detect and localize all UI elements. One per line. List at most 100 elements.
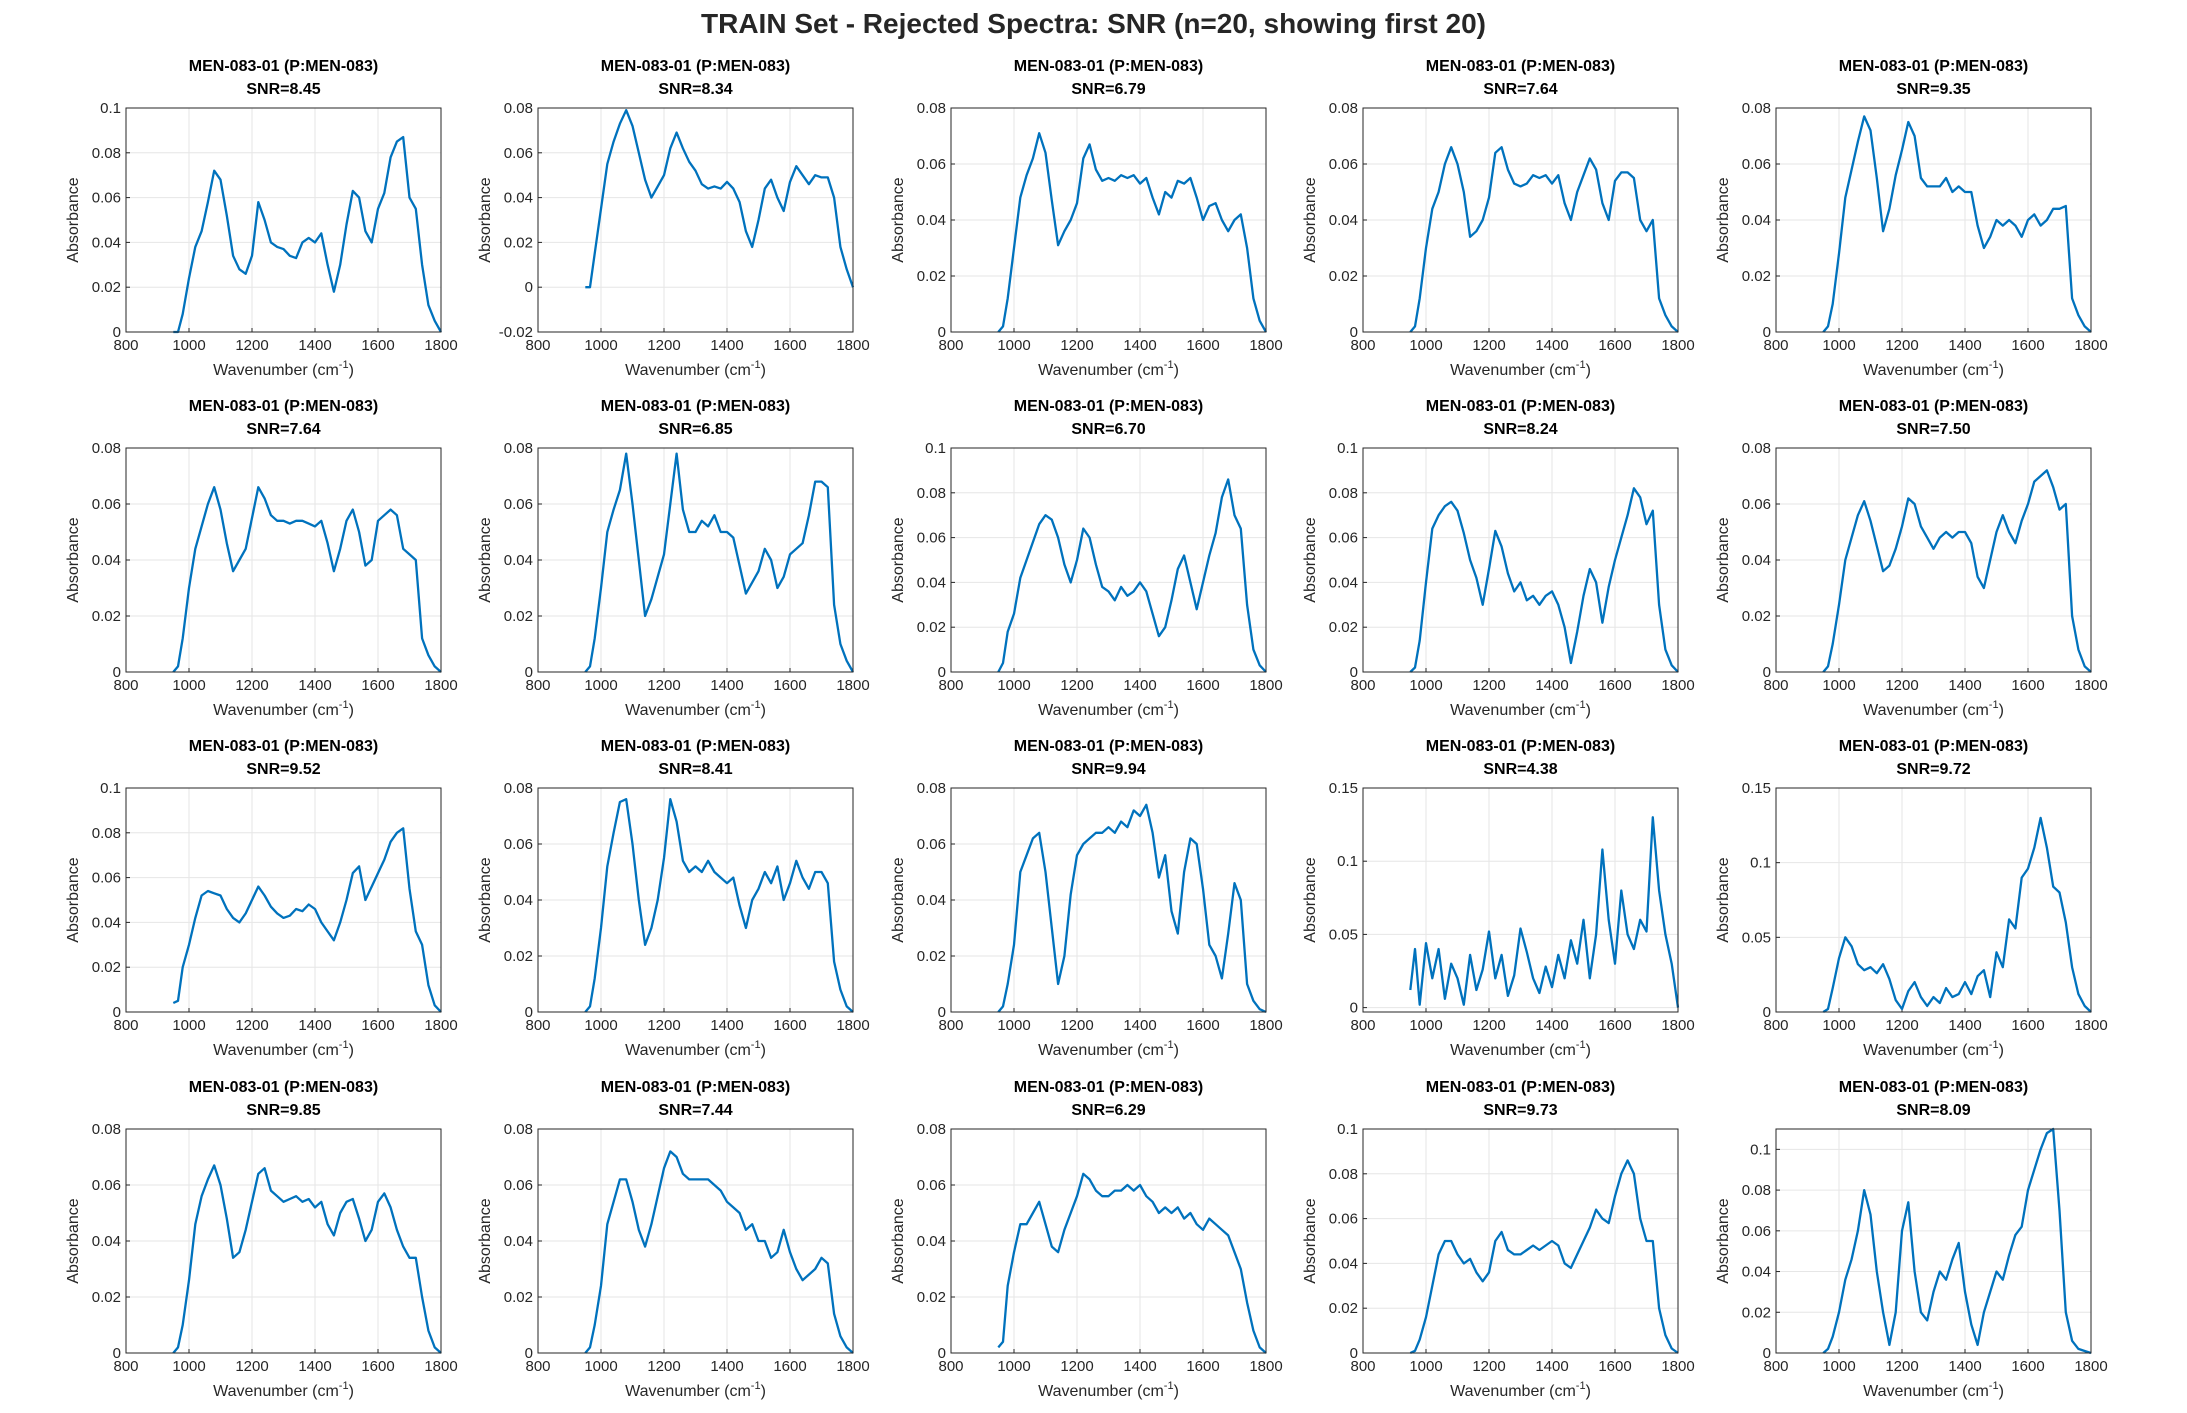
x-axis-label-paren-close: ): [1586, 362, 1591, 379]
y-tick-label: 0: [938, 324, 946, 341]
x-axis-label-paren: (: [1545, 1383, 1555, 1400]
spectrum-line: [584, 452, 855, 673]
x-tick-label: 1800: [424, 1358, 457, 1375]
y-tick-label: 0.06: [1742, 1223, 1771, 1240]
y-tick-label: 0: [525, 1004, 533, 1021]
x-tick-label: 1800: [2074, 1017, 2107, 1034]
y-tick-label: 0.15: [1742, 780, 1771, 797]
x-axis-label-paren-close: ): [1586, 1383, 1591, 1400]
y-tick-label: -0.02: [499, 324, 533, 341]
subplot-title: MEN-083-01 (P:MEN-083) SNR=9.72: [1736, 735, 2131, 781]
subplot-title: MEN-083-01 (P:MEN-083) SNR=8.34: [498, 55, 893, 101]
x-axis-label-paren: (: [720, 702, 730, 719]
subplot-snr-label: SNR=9.35: [1896, 81, 1971, 98]
x-axis-unit: cm: [1967, 702, 1988, 719]
x-tick-label: 1600: [2011, 677, 2044, 694]
subplot-title: MEN-083-01 (P:MEN-083) SNR=8.24: [1323, 395, 1718, 441]
y-tick-label: 0.04: [917, 892, 946, 909]
x-axis-unit: cm: [1554, 1383, 1575, 1400]
y-tick-label: 0.02: [504, 1289, 533, 1306]
x-axis-unit: cm: [1142, 362, 1163, 379]
subplot-title: MEN-083-01 (P:MEN-083) SNR=9.35: [1736, 55, 2131, 101]
x-tick-label: 1400: [710, 337, 743, 354]
y-tick-label: 0: [1350, 1345, 1358, 1362]
subplot-snr-label: SNR=8.45: [246, 81, 321, 98]
x-tick-label: 1800: [2074, 1358, 2107, 1375]
x-axis-unit-exponent: -1: [1989, 1380, 1999, 1392]
x-axis-label: Wavenumber (cm-1): [625, 359, 766, 379]
x-axis-unit-exponent: -1: [751, 699, 761, 711]
x-axis-label: Wavenumber (cm-1): [625, 1380, 766, 1400]
y-tick-label: 0.02: [504, 608, 533, 625]
subplot-snr-label: SNR=6.79: [1071, 81, 1146, 98]
y-tick-label: 0: [113, 664, 121, 681]
x-tick-label: 1800: [1249, 337, 1282, 354]
y-tick-label: 0.04: [504, 552, 533, 569]
x-tick-label: 1200: [1060, 1017, 1093, 1034]
axes-box: [950, 1128, 1267, 1354]
y-tick-label: 0.04: [917, 212, 946, 229]
y-tick-label: 0.04: [92, 914, 121, 931]
x-axis-unit-exponent: -1: [1164, 1039, 1174, 1051]
x-tick-label: 800: [938, 677, 963, 694]
x-tick-label: 1600: [1598, 337, 1631, 354]
x-tick-label: 1800: [1249, 677, 1282, 694]
y-tick-label: 0.1: [925, 440, 946, 457]
spectrum-line: [585, 109, 855, 289]
subplot-16: 800 1000 1200 1400 1600 1800 0 0.02 0.04 0.06 0.08…: [65, 1121, 458, 1400]
y-tick-label: 0.08: [1742, 100, 1771, 117]
spectrum-line: [1409, 1159, 1679, 1355]
x-axis-unit-exponent: -1: [1164, 359, 1174, 371]
x-tick-label: 1200: [1885, 337, 1918, 354]
y-tick-label: 0.06: [92, 870, 121, 887]
x-tick-label: 800: [1350, 1358, 1375, 1375]
y-axis-label: Absorbance: [1302, 177, 1319, 262]
subplot-snr-label: SNR=4.38: [1483, 761, 1558, 778]
y-tick-label: 0.04: [1742, 552, 1771, 569]
y-tick-label: 0.04: [1329, 1255, 1358, 1272]
y-tick-label: 0.02: [1742, 608, 1771, 625]
y-axis-label: Absorbance: [477, 177, 494, 262]
x-tick-label: 1600: [2011, 1017, 2044, 1034]
subplot-title-line: MEN-083-01 (P:MEN-083): [1425, 1079, 1616, 1096]
subplot-title: MEN-083-01 (P:MEN-083) SNR=6.79: [911, 55, 1306, 101]
x-axis-unit-exponent: -1: [1576, 1039, 1586, 1051]
x-tick-label: 1400: [1535, 337, 1568, 354]
x-tick-label: 800: [113, 1017, 138, 1034]
x-axis-label-paren-close: ): [1174, 1042, 1179, 1059]
y-tick-label: 0.04: [1329, 574, 1358, 591]
subplot-snr-label: SNR=9.85: [246, 1102, 321, 1119]
plot-area: [1776, 788, 2091, 1012]
y-tick-label: 0.04: [92, 234, 121, 251]
y-tick-label: 0.1: [1337, 853, 1358, 870]
subplot-snr-label: SNR=9.52: [246, 761, 321, 778]
subplot-1: 800 1000 1200 1400 1600 1800 0 0.02 0.04 0.06 0.08…: [65, 100, 458, 379]
subplot-9: 800 1000 1200 1400 1600 1800 0 0.02 0.04 0.06 0.08…: [1302, 440, 1695, 719]
x-axis-unit-exponent: -1: [339, 1380, 349, 1392]
x-tick-label: 1200: [647, 1358, 680, 1375]
x-axis-label-paren-close: ): [1586, 702, 1591, 719]
x-axis-label-text: Wavenumber: [1863, 1383, 1958, 1400]
x-axis-label-text: Wavenumber: [1038, 1383, 1133, 1400]
y-tick-label: 0.06: [1329, 1211, 1358, 1228]
x-tick-label: 1400: [1123, 337, 1156, 354]
x-axis-label-paren-close: ): [1174, 362, 1179, 379]
spectrum-line: [1822, 816, 2092, 1013]
subplot-title-line: MEN-083-01 (P:MEN-083): [1838, 398, 2029, 415]
y-axis-label: Absorbance: [1302, 1198, 1319, 1283]
x-tick-label: 800: [525, 1358, 550, 1375]
subplot-title-line: MEN-083-01 (P:MEN-083): [1013, 738, 1204, 755]
x-tick-label: 800: [525, 337, 550, 354]
y-tick-label: 0.1: [100, 100, 121, 117]
x-axis-unit-exponent: -1: [751, 1039, 761, 1051]
axes-box: [1775, 787, 2092, 1013]
axes-box: [125, 447, 442, 673]
subplot-3: 800 1000 1200 1400 1600 1800 0 0.02 0.04 0.06 0.08…: [890, 100, 1283, 379]
subplot-title-line: MEN-083-01 (P:MEN-083): [1425, 58, 1616, 75]
y-tick-label: 0.06: [92, 190, 121, 207]
x-axis-label-paren: (: [1545, 362, 1555, 379]
y-tick-label: 0.02: [92, 1289, 121, 1306]
y-tick-label: 0.04: [92, 552, 121, 569]
x-tick-label: 1800: [1661, 1017, 1694, 1034]
figure-title: TRAIN Set - Rejected Spectra: SNR (n=20,…: [701, 8, 1486, 39]
